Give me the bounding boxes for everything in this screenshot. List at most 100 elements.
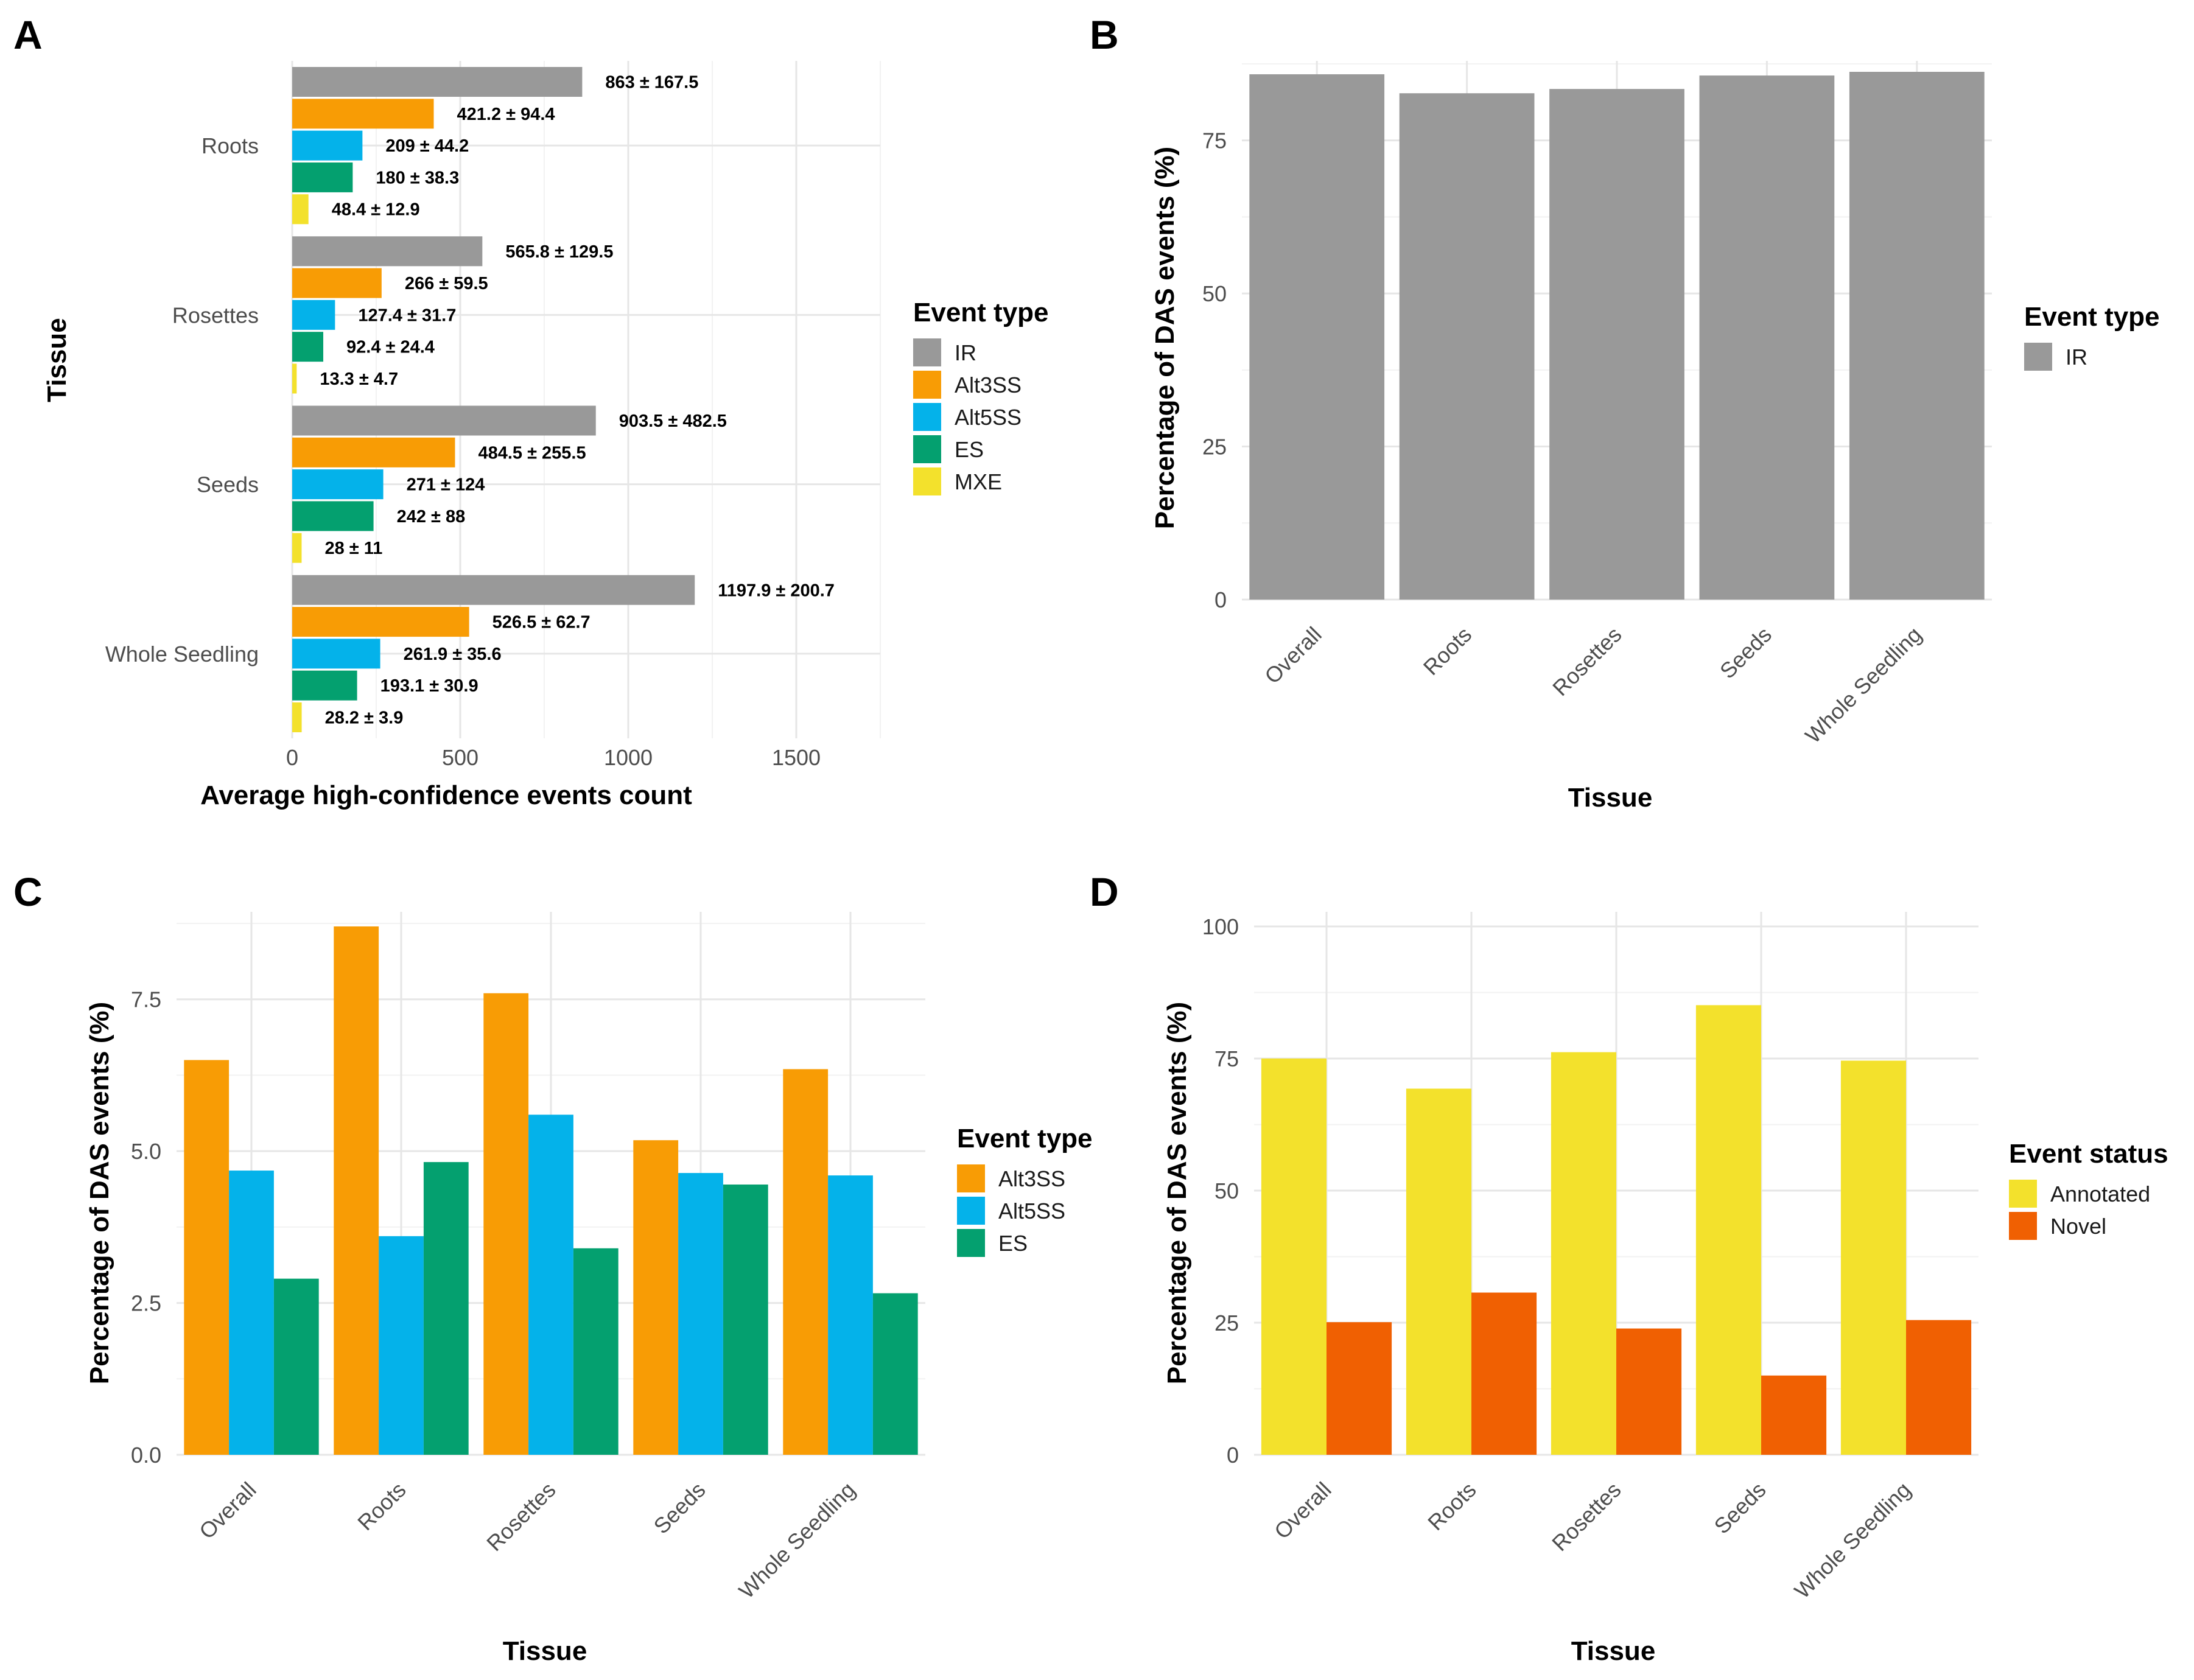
bar-label: 180 ± 38.3	[376, 168, 459, 187]
bar-rosettes-novel	[1616, 1328, 1682, 1455]
bar-rosettes-alt3ss	[483, 993, 529, 1455]
bar-roots-ir	[1399, 93, 1535, 600]
bar-whole-seedling-alt3ss	[783, 1069, 829, 1455]
y-tick-label: 50	[1214, 1178, 1239, 1203]
bar-roots-es	[292, 162, 353, 192]
x-axis-title: Average high-confidence events count	[200, 780, 692, 810]
bar-rosettes-es	[292, 332, 324, 362]
legend-title: Event type	[957, 1124, 1093, 1153]
legend-title: Event type	[2024, 302, 2160, 332]
panel-letter-a: A	[13, 12, 43, 57]
bar-label: 1197.9 ± 200.7	[718, 581, 835, 600]
legend-label-novel: Novel	[2050, 1214, 2106, 1239]
bar-whole-seedling-ir	[1849, 72, 1985, 600]
bar-roots-novel	[1471, 1292, 1537, 1455]
bar-seeds-ir	[1699, 75, 1835, 600]
legend-key-annotated	[2009, 1180, 2037, 1208]
bar-whole-seedling-ir	[292, 575, 695, 605]
bar-whole-seedling-alt3ss	[292, 607, 469, 637]
legend-key-alt5ss	[913, 403, 941, 431]
y-tick-label: Roots	[202, 133, 259, 158]
y-tick-label: 100	[1202, 914, 1239, 939]
y-tick-label: Whole Seedling	[105, 642, 259, 667]
legend-title: Event status	[2009, 1139, 2168, 1169]
bar-label: 565.8 ± 129.5	[505, 242, 613, 262]
legend-label-ir: IR	[955, 340, 976, 365]
x-tick-label: 500	[442, 745, 478, 770]
panel-letter-b: B	[1090, 12, 1119, 57]
bar-roots-alt5ss	[292, 130, 363, 161]
x-axis-title: Tissue	[1571, 1636, 1656, 1666]
bar-label: 92.4 ± 24.4	[346, 338, 435, 357]
bar-whole-seedling-mxe	[292, 702, 302, 732]
bar-seeds-alt3ss	[292, 437, 455, 467]
legend-title: Event type	[913, 298, 1049, 327]
bar-label: 28.2 ± 3.9	[325, 708, 404, 727]
bar-label: 13.3 ± 4.7	[320, 369, 398, 389]
y-tick-label: 75	[1202, 128, 1227, 153]
bar-seeds-es	[723, 1185, 768, 1455]
bars	[1249, 72, 1985, 600]
legend-key-novel	[2009, 1212, 2037, 1240]
panel-c: C Overall Roots Rosettes Seeds Whole Seedling…	[13, 869, 1093, 1666]
y-tick-label: 50	[1202, 281, 1227, 306]
bar-seeds-es	[292, 501, 374, 531]
x-tick-label: 0	[286, 745, 298, 770]
bar-whole-seedling-alt5ss	[292, 639, 380, 669]
x-axis-title: Tissue	[1568, 783, 1653, 813]
legend-label-es: ES	[955, 437, 984, 462]
x-tick-label: Rosettes	[1547, 1477, 1625, 1556]
legend-key-es	[957, 1229, 985, 1257]
legend-key-es	[913, 435, 941, 463]
bar-label: 242 ± 88	[397, 507, 466, 527]
y-tick-label: 0	[1227, 1443, 1239, 1468]
legend-label-alt5ss: Alt5SS	[998, 1199, 1065, 1223]
y-tick-label: 25	[1214, 1311, 1239, 1335]
bar-label: 903.5 ± 482.5	[619, 411, 727, 431]
bar-label: 271 ± 124	[407, 475, 485, 495]
y-axis-title: Percentage of DAS events (%)	[1162, 1002, 1192, 1384]
bar-rosettes-es	[573, 1248, 619, 1455]
y-tick-label: 0.0	[131, 1443, 161, 1468]
legend-label-mxe: MXE	[955, 469, 1002, 494]
bar-roots-alt5ss	[379, 1236, 424, 1455]
x-tick-label: Seeds	[1709, 1477, 1770, 1539]
y-axis-title: Percentage of DAS events (%)	[1150, 147, 1180, 529]
x-tick-label: 1500	[772, 745, 821, 770]
bar-overall-annotated	[1261, 1059, 1327, 1455]
legend-key-mxe	[913, 467, 941, 495]
bar-rosettes-annotated	[1551, 1052, 1616, 1455]
x-tick-label: Rosettes	[482, 1477, 560, 1556]
legend-label-es: ES	[998, 1231, 1028, 1256]
panel-b: B Overall Roots Rosettes Seeds Whole Seedling…	[1090, 12, 2160, 813]
bar-label: 48.4 ± 12.9	[332, 200, 420, 220]
bar-label: 193.1 ± 30.9	[380, 676, 478, 696]
x-tick-label: Seeds	[1715, 622, 1776, 684]
panel-d: D Overall Roots Rosettes Seeds Whole Seedling…	[1090, 869, 2168, 1666]
x-axis-title: Tissue	[503, 1636, 587, 1666]
bar-label: 421.2 ± 94.4	[457, 105, 555, 124]
x-tick-label: Roots	[352, 1477, 410, 1535]
bar-seeds-alt3ss	[633, 1140, 679, 1455]
legend-label-alt3ss: Alt3SS	[955, 373, 1022, 397]
panel-letter-d: D	[1090, 869, 1119, 914]
bar-roots-mxe	[292, 194, 309, 225]
bar-label: 261.9 ± 35.6	[404, 645, 502, 664]
bar-whole-seedling-alt5ss	[828, 1175, 873, 1455]
y-axis-title: Tissue	[42, 318, 72, 402]
y-tick-label: Rosettes	[172, 303, 259, 327]
bar-roots-alt3ss	[334, 926, 379, 1455]
bar-overall-novel	[1327, 1322, 1392, 1455]
y-tick-label: 75	[1214, 1046, 1239, 1071]
legend-key-ir	[913, 338, 941, 366]
bar-label: 28 ± 11	[324, 539, 382, 558]
legend: Event status Annotated Novel	[2009, 1139, 2168, 1240]
bar-whole-seedling-novel	[1906, 1320, 1972, 1455]
bar-seeds-ir	[292, 405, 596, 436]
legend-label-alt5ss: Alt5SS	[955, 405, 1022, 430]
bar-seeds-alt5ss	[292, 469, 384, 500]
bar-label: 127.4 ± 31.7	[358, 306, 456, 325]
y-axis-title: Percentage of DAS events (%)	[85, 1002, 114, 1384]
y-tick-label: 5.0	[131, 1139, 161, 1164]
